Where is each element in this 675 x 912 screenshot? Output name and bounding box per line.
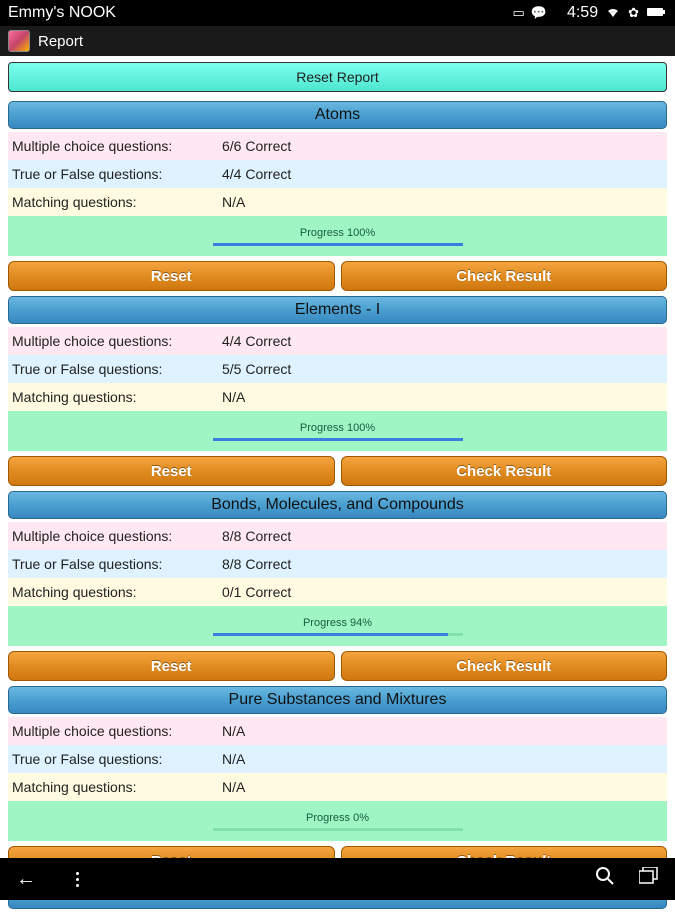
clock: 4:59: [567, 4, 598, 22]
progress-row: Progress 100%: [8, 411, 667, 451]
status-right: 4:59 ✿: [567, 4, 667, 22]
bottom-nav: ←: [0, 858, 675, 900]
stat-label: Matching questions:: [12, 194, 222, 210]
section-header: Elements - I: [8, 296, 667, 324]
mcq-row: Multiple choice questions:N/A: [8, 717, 667, 745]
settings-icon: ✿: [628, 5, 639, 21]
stat-label: Matching questions:: [12, 584, 222, 600]
stat-value: 8/8 Correct: [222, 556, 291, 572]
section-header: Pure Substances and Mixtures: [8, 686, 667, 714]
section: Atoms Multiple choice questions:6/6 Corre…: [8, 101, 667, 291]
battery-icon: [647, 4, 667, 22]
progress-label: Progress 100%: [300, 227, 375, 239]
app-title: Report: [38, 33, 83, 50]
tf-row: True or False questions:8/8 Correct: [8, 550, 667, 578]
stat-value: 8/8 Correct: [222, 528, 291, 544]
progress-bar: [213, 438, 463, 441]
progress-bar-fill: [213, 438, 463, 441]
stat-value: 5/5 Correct: [222, 361, 291, 377]
stat-value: 6/6 Correct: [222, 138, 291, 154]
stat-value: 0/1 Correct: [222, 584, 291, 600]
matching-row: Matching questions:N/A: [8, 383, 667, 411]
stat-value: N/A: [222, 751, 245, 767]
stat-label: Matching questions:: [12, 389, 222, 405]
search-icon[interactable]: [595, 866, 615, 892]
section: Elements - I Multiple choice questions:4/…: [8, 296, 667, 486]
tf-row: True or False questions:N/A: [8, 745, 667, 773]
app-icon: [8, 30, 30, 52]
section-header: Atoms: [8, 101, 667, 129]
stat-label: Multiple choice questions:: [12, 333, 222, 349]
progress-row: Progress 94%: [8, 606, 667, 646]
matching-row: Matching questions:N/A: [8, 773, 667, 801]
progress-bar: [213, 243, 463, 246]
stat-value: 4/4 Correct: [222, 333, 291, 349]
mcq-row: Multiple choice questions:4/4 Correct: [8, 327, 667, 355]
stat-value: 4/4 Correct: [222, 166, 291, 182]
progress-row: Progress 100%: [8, 216, 667, 256]
matching-row: Matching questions:0/1 Correct: [8, 578, 667, 606]
progress-row: Progress 0%: [8, 801, 667, 841]
section-header: Bonds, Molecules, and Compounds: [8, 491, 667, 519]
media-icon: ▭: [512, 5, 524, 21]
button-row: ResetCheck Result: [8, 261, 667, 291]
device-name: Emmy's NOOK: [8, 4, 512, 22]
stat-label: True or False questions:: [12, 361, 222, 377]
status-bar: Emmy's NOOK ▭ 💬 4:59 ✿: [0, 0, 675, 26]
wifi-icon: [606, 6, 620, 21]
stat-label: Matching questions:: [12, 779, 222, 795]
matching-row: Matching questions:N/A: [8, 188, 667, 216]
progress-bar-fill: [213, 243, 463, 246]
button-row: ResetCheck Result: [8, 456, 667, 486]
reset-report-button[interactable]: Reset Report: [8, 62, 667, 92]
progress-label: Progress 94%: [303, 617, 372, 629]
stat-label: True or False questions:: [12, 556, 222, 572]
progress-bar-fill: [213, 633, 448, 636]
progress-bar: [213, 633, 463, 636]
stat-value: N/A: [222, 779, 245, 795]
stat-value: N/A: [222, 389, 245, 405]
progress-label: Progress 0%: [306, 812, 369, 824]
check-result-button[interactable]: Check Result: [341, 261, 668, 291]
reset-button[interactable]: Reset: [8, 456, 335, 486]
progress-bar: [213, 828, 463, 831]
tf-row: True or False questions:4/4 Correct: [8, 160, 667, 188]
mcq-row: Multiple choice questions:6/6 Correct: [8, 132, 667, 160]
progress-label: Progress 100%: [300, 422, 375, 434]
check-result-button[interactable]: Check Result: [341, 456, 668, 486]
section: Bonds, Molecules, and Compounds Multiple …: [8, 491, 667, 681]
stat-value: N/A: [222, 194, 245, 210]
stat-label: True or False questions:: [12, 166, 222, 182]
reset-button[interactable]: Reset: [8, 651, 335, 681]
stat-value: N/A: [222, 723, 245, 739]
windows-icon[interactable]: [639, 867, 659, 891]
tf-row: True or False questions:5/5 Correct: [8, 355, 667, 383]
content-area: Reset Report Atoms Multiple choice questi…: [0, 56, 675, 912]
button-row: ResetCheck Result: [8, 651, 667, 681]
stat-label: True or False questions:: [12, 751, 222, 767]
back-icon[interactable]: ←: [16, 868, 36, 891]
stat-label: Multiple choice questions:: [12, 723, 222, 739]
status-center-icons: ▭ 💬: [512, 5, 546, 21]
chat-icon: 💬: [531, 5, 547, 21]
app-header: Report: [0, 26, 675, 56]
stat-label: Multiple choice questions:: [12, 138, 222, 154]
mcq-row: Multiple choice questions:8/8 Correct: [8, 522, 667, 550]
reset-button[interactable]: Reset: [8, 261, 335, 291]
stat-label: Multiple choice questions:: [12, 528, 222, 544]
menu-icon[interactable]: [76, 872, 79, 887]
section: Pure Substances and Mixtures Multiple cho…: [8, 686, 667, 876]
check-result-button[interactable]: Check Result: [341, 651, 668, 681]
